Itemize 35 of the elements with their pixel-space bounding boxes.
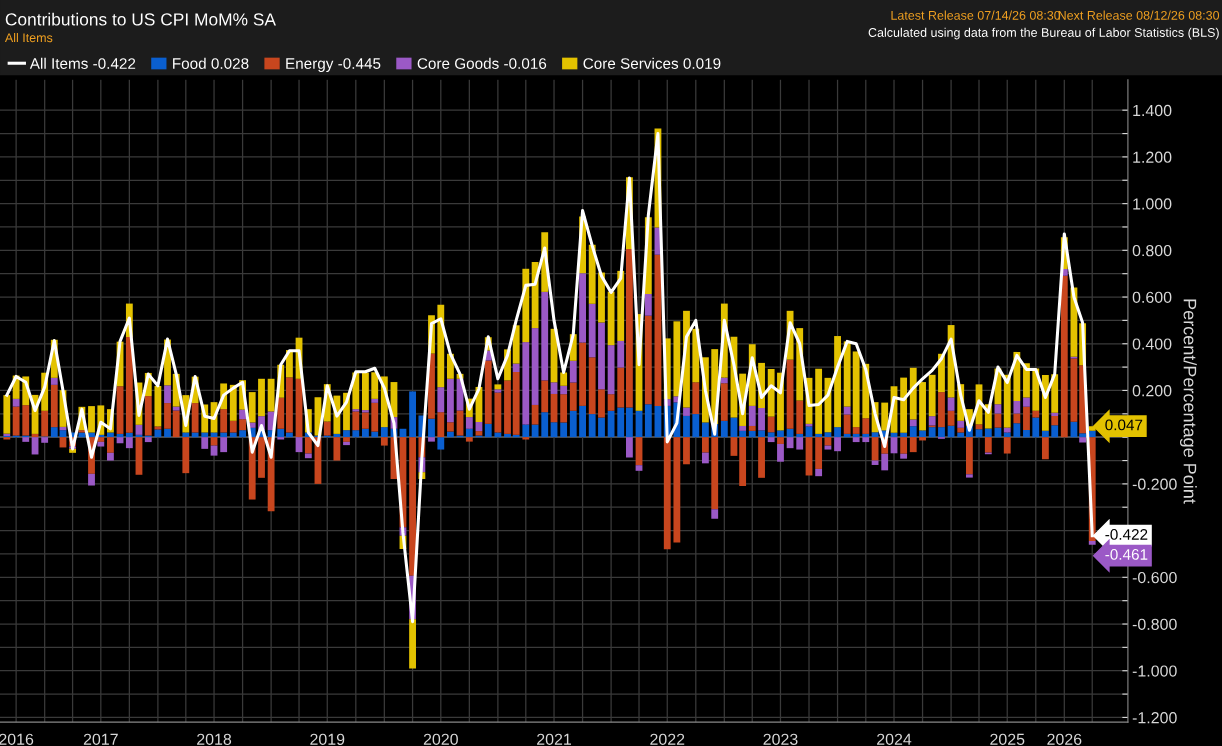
x-tick-label: 2026 <box>1047 733 1082 745</box>
chart-subtitle: All Items <box>4 32 53 43</box>
annotation: 0.047 <box>1105 419 1143 431</box>
legend-label: Core Goods -0.016 <box>417 57 547 69</box>
chart-title: Contributions to US CPI MoM% SA <box>5 12 276 26</box>
y-tick-label: -1.200 <box>1132 712 1177 724</box>
x-tick-label: 2018 <box>197 733 232 745</box>
y-axis-title: Percent/Percentage Point <box>1179 299 1197 504</box>
text: Calculated using data from the Bureau of Labor Statistics (BLS) <box>868 27 1219 40</box>
x-tick-label: 2025 <box>990 733 1025 745</box>
x-tick-label: 2021 <box>537 733 572 745</box>
x-tick-label: 2024 <box>877 733 912 745</box>
legend-label: All Items -0.422 <box>29 57 136 69</box>
y-tick-label: 1.200 <box>1133 151 1172 163</box>
x-tick-label: 2016 <box>0 733 34 745</box>
y-tick-label: 1.000 <box>1133 198 1172 210</box>
y-tick-label: -1.000 <box>1132 665 1177 677</box>
legend-label: Energy -0.445 <box>286 58 381 72</box>
y-tick-label: 0.200 <box>1132 385 1172 397</box>
y-tick-label: -0.800 <box>1132 618 1177 630</box>
legend-label: Food 0.028 <box>173 57 249 69</box>
x-tick-label: 2019 <box>310 733 345 745</box>
x-tick-label: 2020 <box>423 733 458 745</box>
legend-label: Core Services 0.019 <box>583 57 721 69</box>
y-tick-label: 0.600 <box>1132 291 1172 303</box>
x-tick-label: 2023 <box>763 733 798 745</box>
y-tick-label: 0.800 <box>1132 244 1172 257</box>
y-tick-label: -0.600 <box>1132 571 1177 584</box>
x-tick-label: 2017 <box>83 733 118 745</box>
x-tick-label: 2022 <box>650 733 685 745</box>
y-tick-label: 0.400 <box>1132 338 1172 350</box>
y-tick-label: -0.200 <box>1132 478 1177 490</box>
annotation: -0.422 <box>1105 529 1148 540</box>
y-tick-label: 1.400 <box>1133 104 1172 117</box>
annotation: -0.461 <box>1105 549 1148 560</box>
